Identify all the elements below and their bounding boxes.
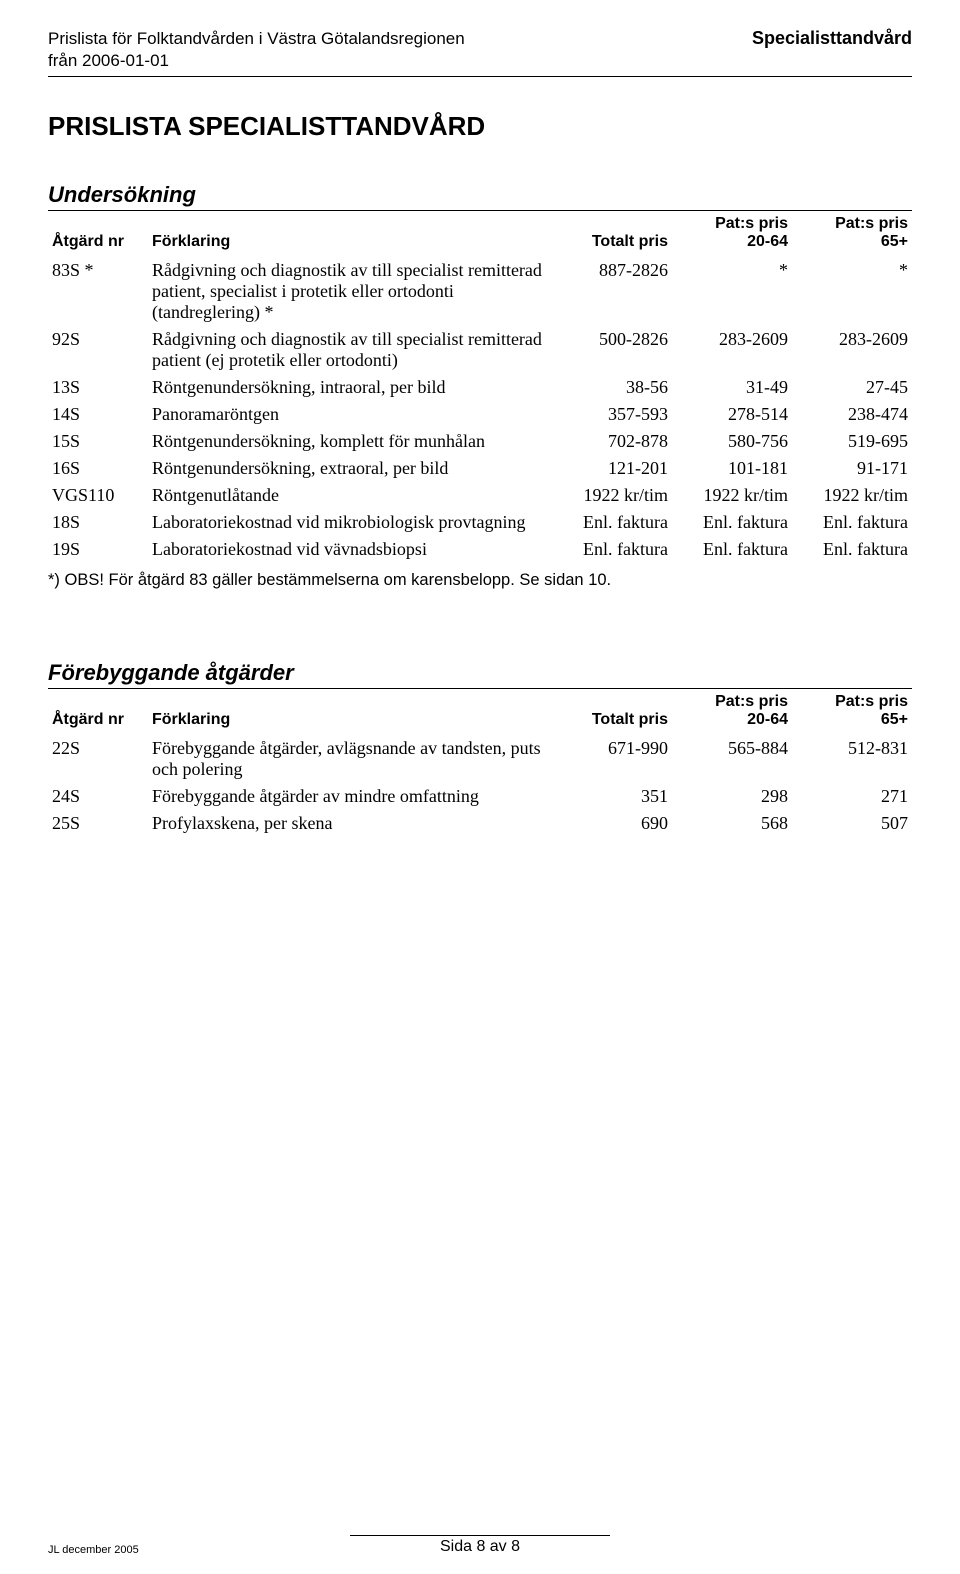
cell-65: 519-695 bbox=[792, 428, 912, 455]
cell-totalt: 702-878 bbox=[552, 428, 672, 455]
footer-left: JL december 2005 bbox=[48, 1544, 139, 1556]
header-line2: från 2006-01-01 bbox=[48, 50, 465, 72]
col-forkl: Förklaring bbox=[148, 213, 552, 257]
cell-2064: 101-181 bbox=[672, 455, 792, 482]
section2-table: Åtgärd nr Förklaring Totalt pris Pat:s p… bbox=[48, 691, 912, 837]
cell-atgard: VGS110 bbox=[48, 482, 148, 509]
cell-2064: 31-49 bbox=[672, 374, 792, 401]
page-title: PRISLISTA SPECIALISTTANDVÅRD bbox=[48, 111, 912, 142]
cell-forkl: Röntgenundersökning, extraoral, per bild bbox=[148, 455, 552, 482]
cell-totalt: 351 bbox=[552, 783, 672, 810]
section1-title: Undersökning bbox=[48, 182, 912, 211]
cell-forkl: Röntgenundersökning, intraoral, per bild bbox=[148, 374, 552, 401]
cell-65: 91-171 bbox=[792, 455, 912, 482]
table-row: VGS110Röntgenutlåtande1922 kr/tim1922 kr… bbox=[48, 482, 912, 509]
cell-2064: 278-514 bbox=[672, 401, 792, 428]
table-row: 15SRöntgenundersökning, komplett för mun… bbox=[48, 428, 912, 455]
footer-center: Sida 8 av 8 bbox=[350, 1535, 610, 1556]
cell-2064: 1922 kr/tim bbox=[672, 482, 792, 509]
cell-atgard: 22S bbox=[48, 735, 148, 783]
col-65: Pat:s pris65+ bbox=[792, 691, 912, 735]
table-row: 92SRådgivning och diagnostik av till spe… bbox=[48, 326, 912, 374]
cell-forkl: Röntgenundersökning, komplett för munhål… bbox=[148, 428, 552, 455]
cell-atgard: 18S bbox=[48, 509, 148, 536]
cell-65: Enl. faktura bbox=[792, 536, 912, 563]
cell-65: 512-831 bbox=[792, 735, 912, 783]
cell-forkl: Rådgivning och diagnostik av till specia… bbox=[148, 257, 552, 326]
header-left: Prislista för Folktandvården i Västra Gö… bbox=[48, 28, 465, 72]
cell-totalt: 38-56 bbox=[552, 374, 672, 401]
table-row: 19SLaboratoriekostnad vid vävnadsbiopsiE… bbox=[48, 536, 912, 563]
cell-atgard: 92S bbox=[48, 326, 148, 374]
header-right: Specialisttandvård bbox=[752, 28, 912, 49]
cell-2064: 568 bbox=[672, 810, 792, 837]
cell-totalt: 500-2826 bbox=[552, 326, 672, 374]
cell-65: 27-45 bbox=[792, 374, 912, 401]
cell-2064: Enl. faktura bbox=[672, 509, 792, 536]
cell-65: * bbox=[792, 257, 912, 326]
table-row: 13SRöntgenundersökning, intraoral, per b… bbox=[48, 374, 912, 401]
header-line1: Prislista för Folktandvården i Västra Gö… bbox=[48, 28, 465, 50]
col-65: Pat:s pris65+ bbox=[792, 213, 912, 257]
table-row: 24SFörebyggande åtgärder av mindre omfat… bbox=[48, 783, 912, 810]
cell-65: 271 bbox=[792, 783, 912, 810]
cell-65: 1922 kr/tim bbox=[792, 482, 912, 509]
cell-totalt: 671-990 bbox=[552, 735, 672, 783]
footer: JL december 2005 Sida 8 av 8 bbox=[0, 1544, 960, 1556]
table-row: 83S *Rådgivning och diagnostik av till s… bbox=[48, 257, 912, 326]
table-header-row: Åtgärd nr Förklaring Totalt pris Pat:s p… bbox=[48, 691, 912, 735]
cell-forkl: Rådgivning och diagnostik av till specia… bbox=[148, 326, 552, 374]
cell-totalt: 357-593 bbox=[552, 401, 672, 428]
cell-forkl: Profylaxskena, per skena bbox=[148, 810, 552, 837]
cell-forkl: Laboratoriekostnad vid vävnadsbiopsi bbox=[148, 536, 552, 563]
section2-title: Förebyggande åtgärder bbox=[48, 660, 912, 689]
table-row: 18SLaboratoriekostnad vid mikrobiologisk… bbox=[48, 509, 912, 536]
cell-totalt: 690 bbox=[552, 810, 672, 837]
cell-totalt: Enl. faktura bbox=[552, 536, 672, 563]
cell-totalt: 887-2826 bbox=[552, 257, 672, 326]
cell-atgard: 19S bbox=[48, 536, 148, 563]
table-row: 25SProfylaxskena, per skena690568507 bbox=[48, 810, 912, 837]
col-2064: Pat:s pris20-64 bbox=[672, 213, 792, 257]
cell-65: 238-474 bbox=[792, 401, 912, 428]
col-atgard: Åtgärd nr bbox=[48, 213, 148, 257]
cell-2064: 283-2609 bbox=[672, 326, 792, 374]
cell-atgard: 14S bbox=[48, 401, 148, 428]
cell-atgard: 15S bbox=[48, 428, 148, 455]
cell-forkl: Röntgenutlåtande bbox=[148, 482, 552, 509]
col-atgard: Åtgärd nr bbox=[48, 691, 148, 735]
cell-forkl: Laboratoriekostnad vid mikrobiologisk pr… bbox=[148, 509, 552, 536]
cell-2064: 565-884 bbox=[672, 735, 792, 783]
cell-2064: 298 bbox=[672, 783, 792, 810]
col-forkl: Förklaring bbox=[148, 691, 552, 735]
section1-note: *) OBS! För åtgärd 83 gäller bestämmelse… bbox=[48, 571, 912, 590]
cell-65: 507 bbox=[792, 810, 912, 837]
cell-2064: Enl. faktura bbox=[672, 536, 792, 563]
cell-atgard: 83S * bbox=[48, 257, 148, 326]
cell-atgard: 24S bbox=[48, 783, 148, 810]
cell-65: 283-2609 bbox=[792, 326, 912, 374]
cell-atgard: 13S bbox=[48, 374, 148, 401]
table-row: 16SRöntgenundersökning, extraoral, per b… bbox=[48, 455, 912, 482]
cell-atgard: 16S bbox=[48, 455, 148, 482]
col-totalt: Totalt pris bbox=[552, 213, 672, 257]
section1-table: Åtgärd nr Förklaring Totalt pris Pat:s p… bbox=[48, 213, 912, 563]
cell-forkl: Förebyggande åtgärder av mindre omfattni… bbox=[148, 783, 552, 810]
cell-totalt: 1922 kr/tim bbox=[552, 482, 672, 509]
cell-totalt: Enl. faktura bbox=[552, 509, 672, 536]
cell-forkl: Förebyggande åtgärder, avlägsnande av ta… bbox=[148, 735, 552, 783]
header: Prislista för Folktandvården i Västra Gö… bbox=[48, 28, 912, 72]
table-row: 14SPanoramaröntgen357-593278-514238-474 bbox=[48, 401, 912, 428]
cell-2064: * bbox=[672, 257, 792, 326]
table-row: 22SFörebyggande åtgärder, avlägsnande av… bbox=[48, 735, 912, 783]
header-divider bbox=[48, 76, 912, 77]
cell-forkl: Panoramaröntgen bbox=[148, 401, 552, 428]
cell-2064: 580-756 bbox=[672, 428, 792, 455]
col-totalt: Totalt pris bbox=[552, 691, 672, 735]
table-header-row: Åtgärd nr Förklaring Totalt pris Pat:s p… bbox=[48, 213, 912, 257]
cell-totalt: 121-201 bbox=[552, 455, 672, 482]
cell-atgard: 25S bbox=[48, 810, 148, 837]
col-2064: Pat:s pris20-64 bbox=[672, 691, 792, 735]
cell-65: Enl. faktura bbox=[792, 509, 912, 536]
